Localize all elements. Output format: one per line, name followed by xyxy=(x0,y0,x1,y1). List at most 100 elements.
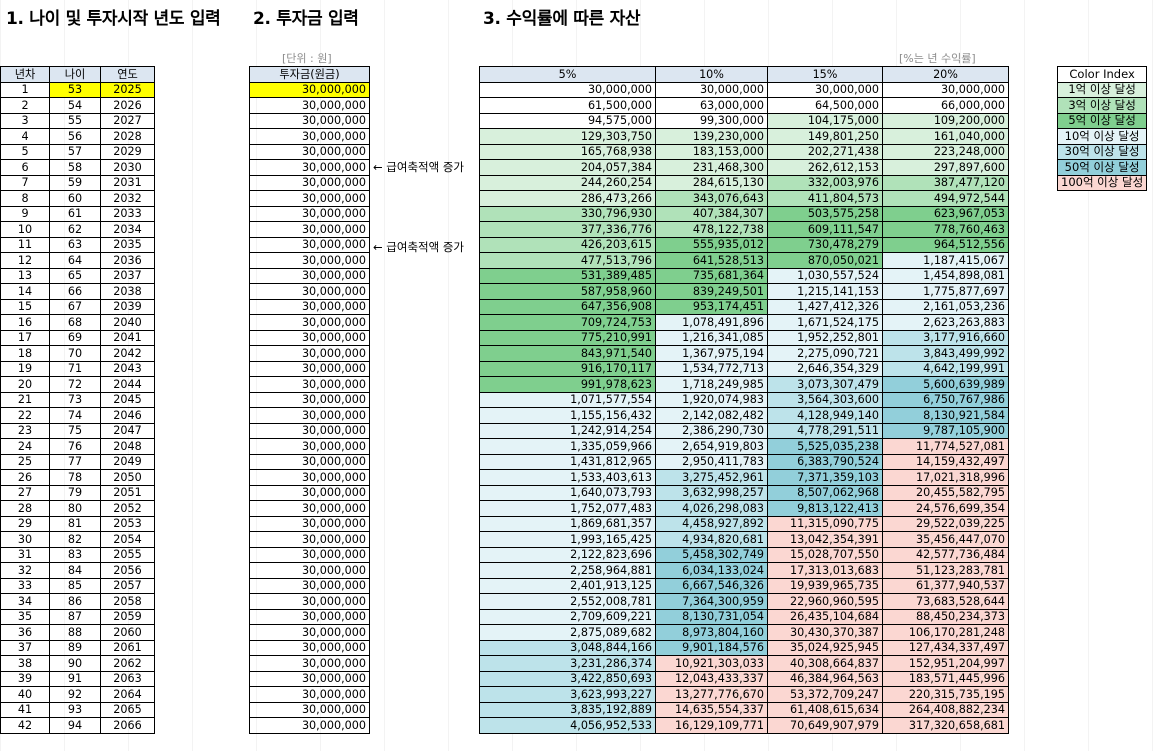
asset-cell[interactable]: 2,275,090,721 xyxy=(767,345,883,362)
asset-cell[interactable]: 5,525,035,238 xyxy=(767,438,883,455)
table-cell[interactable]: 28 xyxy=(0,500,50,517)
asset-cell[interactable]: 1,071,577,554 xyxy=(479,391,656,408)
table-cell[interactable]: 2056 xyxy=(100,562,155,579)
asset-cell[interactable]: 10,921,303,033 xyxy=(655,655,768,672)
asset-cell[interactable]: 149,801,250 xyxy=(767,128,883,145)
asset-cell[interactable]: 202,271,438 xyxy=(767,143,883,160)
investment-cell[interactable]: 30,000,000 xyxy=(249,624,370,641)
table-cell[interactable]: 23 xyxy=(0,422,50,439)
asset-cell[interactable]: 1,078,491,896 xyxy=(655,314,768,331)
asset-cell[interactable]: 1,216,341,085 xyxy=(655,329,768,346)
table-cell[interactable]: 67 xyxy=(49,298,101,315)
investment-cell[interactable]: 30,000,000 xyxy=(249,453,370,470)
table-cell[interactable]: 12 xyxy=(0,252,50,269)
table-cell[interactable]: 54 xyxy=(49,97,101,114)
asset-cell[interactable]: 916,170,117 xyxy=(479,360,656,377)
investment-cell[interactable]: 30,000,000 xyxy=(249,391,370,408)
asset-cell[interactable]: 19,939,965,735 xyxy=(767,577,883,594)
asset-cell[interactable]: 1,533,403,613 xyxy=(479,469,656,486)
asset-cell[interactable]: 1,952,252,801 xyxy=(767,329,883,346)
table-cell[interactable]: 90 xyxy=(49,655,101,672)
investment-cell[interactable]: 30,000,000 xyxy=(249,670,370,687)
table-cell[interactable]: 2044 xyxy=(100,376,155,393)
asset-cell[interactable]: 13,277,776,670 xyxy=(655,686,768,703)
table-cell[interactable]: 2046 xyxy=(100,407,155,424)
asset-cell[interactable]: 30,000,000 xyxy=(655,81,768,98)
investment-cell[interactable]: 30,000,000 xyxy=(249,236,370,253)
table-cell[interactable]: 25 xyxy=(0,453,50,470)
asset-cell[interactable]: 17,021,318,996 xyxy=(882,469,1009,486)
asset-cell[interactable]: 1,367,975,194 xyxy=(655,345,768,362)
table-cell[interactable]: 75 xyxy=(49,422,101,439)
table-cell[interactable]: 55 xyxy=(49,112,101,129)
asset-cell[interactable]: 1,869,681,357 xyxy=(479,515,656,532)
table-cell[interactable]: 30 xyxy=(0,531,50,548)
asset-cell[interactable]: 66,000,000 xyxy=(882,97,1009,114)
table-cell[interactable]: 40 xyxy=(0,686,50,703)
asset-cell[interactable]: 775,210,991 xyxy=(479,329,656,346)
table-cell[interactable]: 2055 xyxy=(100,546,155,563)
table-cell[interactable]: 9 xyxy=(0,205,50,222)
asset-cell[interactable]: 2,709,609,221 xyxy=(479,608,656,625)
table-cell[interactable]: 15 xyxy=(0,298,50,315)
asset-cell[interactable]: 343,076,643 xyxy=(655,190,768,207)
table-cell[interactable]: 2045 xyxy=(100,391,155,408)
table-cell[interactable]: 2026 xyxy=(100,97,155,114)
investment-cell[interactable]: 30,000,000 xyxy=(249,531,370,548)
table-cell[interactable]: 2065 xyxy=(100,701,155,718)
asset-cell[interactable]: 6,383,790,524 xyxy=(767,453,883,470)
table-cell[interactable]: 11 xyxy=(0,236,50,253)
table-cell[interactable]: 57 xyxy=(49,143,101,160)
table-cell[interactable]: 58 xyxy=(49,159,101,176)
asset-cell[interactable]: 204,057,384 xyxy=(479,159,656,176)
asset-cell[interactable]: 30,430,370,387 xyxy=(767,624,883,641)
table-cell[interactable]: 2029 xyxy=(100,143,155,160)
table-cell[interactable]: 59 xyxy=(49,174,101,191)
investment-cell[interactable]: 30,000,000 xyxy=(249,577,370,594)
asset-cell[interactable]: 262,612,153 xyxy=(767,159,883,176)
asset-cell[interactable]: 4,026,298,083 xyxy=(655,500,768,517)
asset-cell[interactable]: 4,458,927,892 xyxy=(655,515,768,532)
asset-cell[interactable]: 2,258,964,881 xyxy=(479,562,656,579)
asset-cell[interactable]: 1,454,898,081 xyxy=(882,267,1009,284)
asset-cell[interactable]: 3,231,286,374 xyxy=(479,655,656,672)
asset-cell[interactable]: 6,667,546,326 xyxy=(655,577,768,594)
asset-cell[interactable]: 53,372,709,247 xyxy=(767,686,883,703)
table-cell[interactable]: 38 xyxy=(0,655,50,672)
table-cell[interactable]: 80 xyxy=(49,500,101,517)
table-cell[interactable]: 2041 xyxy=(100,329,155,346)
asset-cell[interactable]: 503,575,258 xyxy=(767,205,883,222)
asset-cell[interactable]: 387,477,120 xyxy=(882,174,1009,191)
asset-cell[interactable]: 94,575,000 xyxy=(479,112,656,129)
asset-cell[interactable]: 477,513,796 xyxy=(479,252,656,269)
asset-cell[interactable]: 839,249,501 xyxy=(655,283,768,300)
asset-cell[interactable]: 104,175,000 xyxy=(767,112,883,129)
asset-cell[interactable]: 1,431,812,965 xyxy=(479,453,656,470)
table-cell[interactable]: 2062 xyxy=(100,655,155,672)
asset-cell[interactable]: 870,050,021 xyxy=(767,252,883,269)
table-cell[interactable]: 68 xyxy=(49,314,101,331)
table-cell[interactable]: 77 xyxy=(49,453,101,470)
table-cell[interactable]: 70 xyxy=(49,345,101,362)
asset-cell[interactable]: 29,522,039,225 xyxy=(882,515,1009,532)
table-cell[interactable]: 93 xyxy=(49,701,101,718)
table-cell[interactable]: 22 xyxy=(0,407,50,424)
asset-cell[interactable]: 42,577,736,484 xyxy=(882,546,1009,563)
asset-cell[interactable]: 30,000,000 xyxy=(767,81,883,98)
asset-cell[interactable]: 1,718,249,985 xyxy=(655,376,768,393)
asset-cell[interactable]: 165,768,938 xyxy=(479,143,656,160)
table-cell[interactable]: 17 xyxy=(0,329,50,346)
table-cell[interactable]: 10 xyxy=(0,221,50,238)
asset-cell[interactable]: 647,356,908 xyxy=(479,298,656,315)
table-cell[interactable]: 18 xyxy=(0,345,50,362)
table-cell[interactable]: 72 xyxy=(49,376,101,393)
table-cell[interactable]: 21 xyxy=(0,391,50,408)
table-cell[interactable]: 2050 xyxy=(100,469,155,486)
asset-cell[interactable]: 3,835,192,889 xyxy=(479,701,656,718)
asset-cell[interactable]: 20,455,582,795 xyxy=(882,484,1009,501)
asset-cell[interactable]: 30,000,000 xyxy=(882,81,1009,98)
asset-cell[interactable]: 297,897,600 xyxy=(882,159,1009,176)
asset-cell[interactable]: 609,111,547 xyxy=(767,221,883,238)
investment-cell[interactable]: 30,000,000 xyxy=(249,252,370,269)
asset-cell[interactable]: 88,450,234,373 xyxy=(882,608,1009,625)
